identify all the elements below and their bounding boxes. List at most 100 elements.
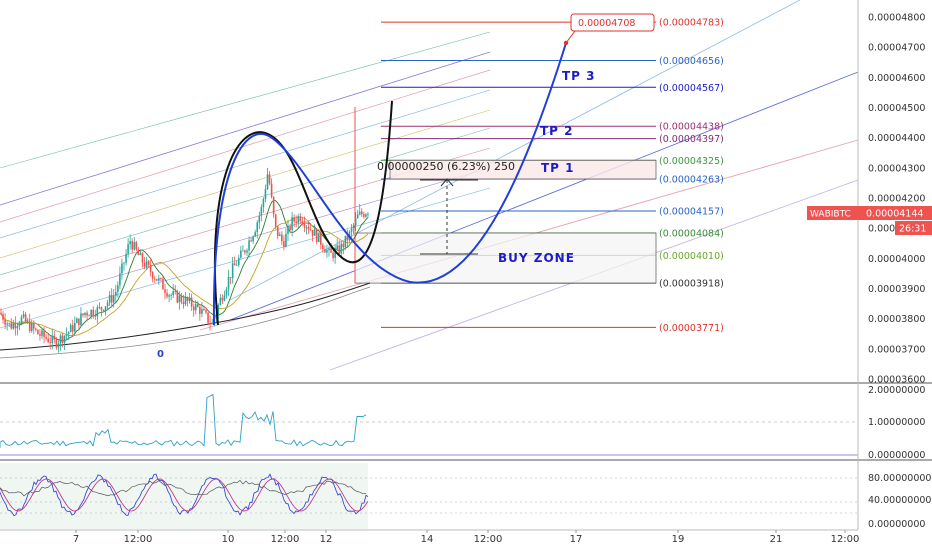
candle-body <box>248 240 250 251</box>
candle-body <box>0 312 2 315</box>
indicator2-tick-label: 80.00000000 <box>868 473 931 484</box>
candle-body <box>219 297 222 305</box>
candle-body <box>59 335 62 344</box>
candle-body <box>270 183 273 197</box>
candle-body <box>262 199 265 207</box>
candle-body <box>24 314 27 322</box>
candle-body <box>274 214 277 227</box>
candle-body <box>307 226 310 230</box>
candle-body <box>266 174 269 190</box>
zero-marker-label: 0 <box>157 349 164 360</box>
level-label: (0.00004438) <box>659 122 724 133</box>
candle-body <box>254 232 256 237</box>
candle-body <box>203 308 205 311</box>
candle-body <box>10 323 13 329</box>
candle-body <box>100 307 103 310</box>
candle-body <box>133 242 136 250</box>
annotations: 0.00004708 TP 3 TP 2 TP 1 BUY ZONE 0.00000250… <box>157 13 655 360</box>
candle-body <box>74 323 76 332</box>
candle-body <box>131 241 133 250</box>
measure-arrow-head <box>440 178 454 187</box>
candle-body <box>80 313 82 326</box>
candle-body <box>55 339 58 348</box>
time-tick-label: 10 <box>222 534 235 545</box>
candle-body <box>61 335 64 343</box>
target-callout-box <box>570 13 655 32</box>
candle-body <box>28 320 31 331</box>
buy-zone-label: BUY ZONE <box>498 251 575 265</box>
candle-body <box>293 217 295 222</box>
candle-body <box>92 309 95 316</box>
candle-body <box>361 211 363 215</box>
candle-body <box>285 233 287 247</box>
level-label: (0.00003918) <box>659 279 724 290</box>
candle-body <box>164 289 166 293</box>
candle-body <box>281 234 283 242</box>
level-label: (0.00004084) <box>659 228 724 239</box>
candle-body <box>223 295 226 301</box>
candle-body <box>14 323 17 329</box>
time-tick-label: 12:00 <box>831 534 860 545</box>
time-axis[interactable]: 7 12:00 10 12:00 12 14 12:00 17 19 21 12:00 <box>73 530 860 545</box>
countdown-label: 26:31 <box>899 224 926 235</box>
candle-body <box>137 249 140 256</box>
candle-body <box>309 229 312 231</box>
candle-body <box>94 315 97 317</box>
candle-body <box>283 241 285 247</box>
candle-body <box>102 309 105 312</box>
time-tick-label: 21 <box>770 534 783 545</box>
candle-body <box>35 328 37 330</box>
price-tick-label: 0.00004800 <box>868 13 925 24</box>
candle-body <box>108 295 111 303</box>
candle-body <box>158 278 160 281</box>
candle-body <box>47 338 49 343</box>
candle-body <box>332 252 334 258</box>
candle-body <box>231 263 234 278</box>
candle-body <box>37 329 39 335</box>
level-label: (0.00004397) <box>659 134 724 145</box>
candle-body <box>334 249 336 258</box>
candle-body <box>127 244 129 254</box>
price-tick-label: 0.00003900 <box>868 284 925 295</box>
candle-body <box>39 334 41 336</box>
candle-body <box>344 235 347 248</box>
stoch-d-line <box>0 478 369 512</box>
candle-body <box>33 323 35 329</box>
channel-line <box>0 69 491 223</box>
candle-body <box>289 225 291 230</box>
indicator1-tick-label: 1.00000000 <box>868 417 925 428</box>
candle-body <box>51 335 54 344</box>
candle-body <box>287 225 289 234</box>
channel-line <box>0 127 491 276</box>
price-axis[interactable]: 0.00004800 0.00004700 0.00004600 0.00004500… <box>868 13 925 386</box>
candle-body <box>192 306 195 311</box>
candle-body <box>30 323 33 331</box>
candle-body <box>162 278 164 290</box>
black-projection-curve <box>213 100 393 326</box>
level-label: (0.00004325) <box>659 156 724 167</box>
candle-body <box>6 323 8 325</box>
candle-body <box>324 249 326 253</box>
candle-body <box>145 261 148 267</box>
candle-body <box>98 307 101 308</box>
candle-body <box>88 315 90 317</box>
candles <box>0 167 369 353</box>
candle-body <box>311 230 314 236</box>
projection-line <box>229 71 859 321</box>
level-label: (0.00004010) <box>659 251 724 262</box>
price-tick-label: 0.00003600 <box>868 375 925 386</box>
candle-body <box>176 291 179 303</box>
candle-body <box>279 234 281 236</box>
candle-body <box>4 319 6 325</box>
candle-body <box>305 226 308 228</box>
candle-body <box>242 250 244 252</box>
candle-body <box>43 330 45 338</box>
candle-body <box>166 292 168 297</box>
candle-body <box>129 241 131 245</box>
candle-body <box>139 253 142 256</box>
candle-body <box>264 189 267 200</box>
candle-body <box>320 232 322 245</box>
candle-body <box>354 218 357 226</box>
buy-zone-box <box>354 232 657 284</box>
